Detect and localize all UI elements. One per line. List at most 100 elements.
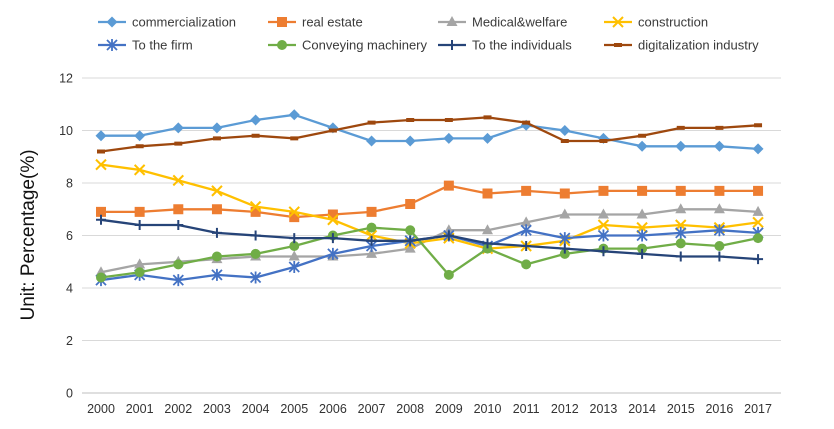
- x-tick-label: 2015: [667, 402, 695, 416]
- data-point: [134, 258, 146, 269]
- data-point: [713, 224, 726, 237]
- data-point: [521, 241, 532, 251]
- legend-item: commercialization: [98, 15, 236, 30]
- data-point: [211, 122, 223, 134]
- data-point: [173, 259, 184, 270]
- data-point: [288, 206, 300, 218]
- data-point: [289, 241, 300, 251]
- x-tick-label: 2004: [242, 402, 270, 416]
- series-line: [101, 113, 759, 151]
- data-point: [559, 248, 570, 259]
- y-tick-label: 4: [66, 282, 73, 296]
- data-point: [328, 128, 337, 133]
- data-point: [752, 216, 764, 229]
- data-point: [676, 125, 685, 130]
- data-point: [522, 120, 531, 125]
- data-point: [675, 238, 686, 249]
- data-point: [288, 109, 300, 121]
- data-point: [327, 214, 339, 226]
- data-point: [713, 203, 725, 214]
- legend-marker: [446, 16, 458, 26]
- data-point: [752, 143, 764, 155]
- legend-item: real estate: [268, 15, 363, 30]
- data-point: [714, 185, 725, 196]
- data-point: [521, 259, 532, 270]
- data-point: [675, 185, 686, 196]
- legend-marker: [277, 40, 287, 50]
- data-point: [173, 220, 184, 230]
- data-point: [174, 141, 183, 146]
- legend-marker: [106, 16, 118, 28]
- data-point: [753, 185, 764, 196]
- data-point: [366, 235, 377, 246]
- data-point: [133, 164, 146, 176]
- data-point: [134, 130, 146, 142]
- legend-label: Conveying machinery: [302, 38, 428, 53]
- data-point: [714, 241, 725, 251]
- legend-marker: [612, 16, 624, 28]
- data-point: [597, 208, 609, 219]
- legend-marker: [106, 39, 118, 51]
- legend-label: Medical&welfare: [472, 15, 567, 30]
- y-tick-label: 6: [66, 229, 73, 243]
- x-tick-label: 2007: [358, 402, 386, 416]
- data-point: [713, 140, 725, 152]
- legend-marker: [447, 40, 457, 50]
- y-tick-label: 12: [59, 72, 73, 86]
- data-point: [482, 188, 493, 199]
- data-point: [366, 135, 378, 147]
- y-tick-label: 8: [66, 177, 73, 191]
- data-point: [560, 139, 569, 143]
- x-tick-label: 2000: [87, 402, 115, 416]
- x-tick-label: 2014: [628, 402, 656, 416]
- data-point: [482, 238, 493, 249]
- legend-item: To the individuals: [438, 38, 572, 53]
- gridlines: [82, 77, 781, 394]
- series-line: [100, 163, 759, 250]
- data-point: [406, 118, 415, 122]
- x-tick-label: 2005: [280, 402, 308, 416]
- axes: 0 2 4 6 8 10 12 2000 2001 2002 2003 2004 2005 2006 200…: [59, 72, 772, 417]
- data-point: [96, 272, 106, 283]
- data-point: [366, 206, 377, 217]
- data-point: [559, 232, 571, 245]
- series-line: [100, 208, 759, 274]
- data-point: [559, 188, 570, 199]
- data-point: [251, 133, 260, 138]
- x-tick-label: 2012: [551, 402, 579, 416]
- x-tick-label: 2003: [203, 402, 231, 416]
- series-line: [100, 226, 759, 279]
- data-point: [327, 247, 339, 260]
- data-point: [637, 185, 648, 196]
- data-point: [637, 243, 648, 254]
- data-point: [290, 136, 299, 141]
- data-point: [636, 208, 648, 219]
- data-point: [249, 271, 262, 284]
- data-point: [249, 200, 262, 213]
- legend-item: construction: [604, 15, 708, 30]
- data-point: [95, 130, 107, 142]
- legend-item: Conveying machinery: [268, 38, 428, 53]
- series-line: [101, 184, 758, 219]
- data-point: [405, 199, 416, 209]
- legend-label: commercialization: [132, 15, 236, 30]
- data-point: [134, 220, 145, 230]
- data-point: [637, 248, 648, 259]
- series-line: [100, 218, 759, 261]
- data-point: [97, 149, 105, 154]
- data-point: [288, 250, 300, 261]
- data-point: [367, 120, 376, 125]
- data-point: [753, 233, 764, 244]
- data-point: [289, 233, 300, 244]
- x-tick-label: 2011: [513, 402, 540, 416]
- data-point: [598, 246, 609, 257]
- data-point: [134, 206, 145, 217]
- data-point: [289, 212, 300, 223]
- legend-item: Medical&welfare: [438, 15, 567, 30]
- data-point: [443, 180, 454, 191]
- data-point: [753, 254, 764, 265]
- legend: commercialization real estate Medical&welf…: [98, 15, 759, 53]
- series-lines: [95, 109, 764, 287]
- series-conveying-machinery: [96, 222, 764, 283]
